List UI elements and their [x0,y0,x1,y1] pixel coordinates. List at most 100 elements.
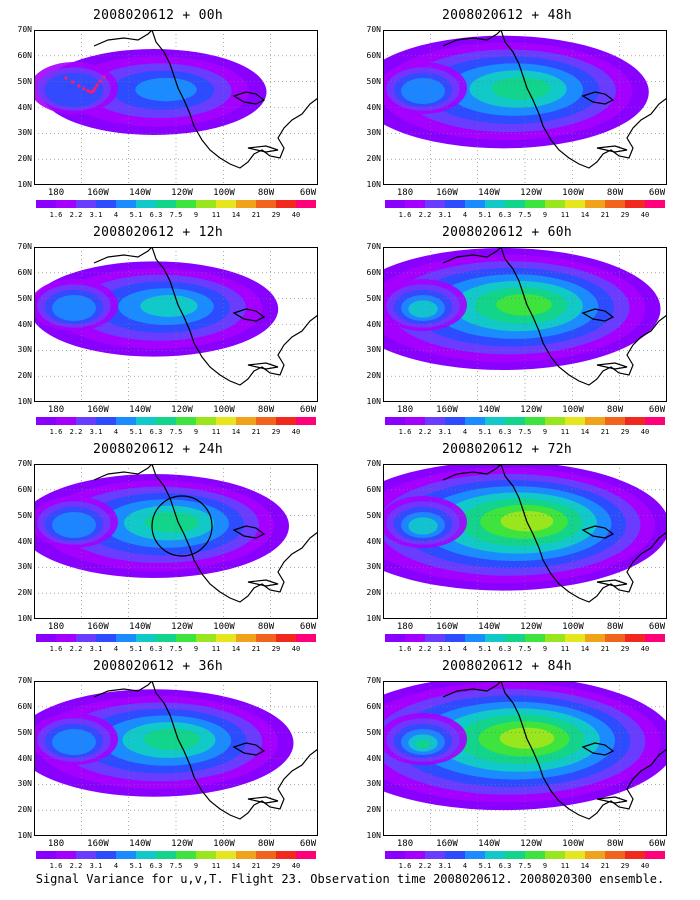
coastline [442,464,502,481]
colorbar-label: 40 [640,428,650,436]
longitude-label: 60W [648,622,666,632]
colorbar-label: 9 [193,211,199,219]
map-panel: 2008020612 + 24h 70N 60N 50N 40N 30N 20N 10N 180… [8,442,318,658]
latitude-label: 70N [366,25,381,34]
colorbar-label: 1.6 [398,211,412,219]
coastline [500,464,667,603]
longitude-label: 140W [129,188,151,198]
latitude-label: 40N [17,536,32,546]
colorbar-swatch [96,200,116,208]
colorbar-swatch [545,851,565,859]
longitude-label: 120W [171,839,193,849]
longitude-label: 120W [520,405,542,415]
colorbar-swatch [236,200,256,208]
latitude-label: 70N [366,242,381,251]
panel-title: 2008020612 + 72h [441,442,573,457]
colorbar-label: 5.1 [478,862,492,870]
latitude-label: 30N [366,128,381,138]
colorbar-label: 1.6 [398,428,412,436]
colorbar-swatch [156,417,176,425]
colorbar-label: 6.3 [149,645,163,653]
colorbar-label: 9 [193,428,199,436]
colorbar-label: 21 [251,645,261,653]
latitude-label: 70N [366,676,381,685]
variance-contour [496,294,552,316]
colorbar-swatch [256,634,276,642]
flight-track-dot [77,84,81,88]
colorbar-label: 3.1 [89,428,103,436]
colorbar-swatch [196,851,216,859]
colorbar-swatch [605,634,625,642]
colorbar-swatch [36,200,56,208]
colorbar-label: 5.1 [478,645,492,653]
variance-contour [491,77,551,100]
longitude-label: 80W [606,622,624,632]
flight-track-dot [64,76,68,80]
latitude-label: 20N [17,805,32,815]
latitude-label: 60N [366,701,381,711]
variance-map [383,247,667,402]
coastline [93,464,153,481]
colorbar-swatch [645,417,665,425]
colorbar [385,417,665,425]
target-region-circle [151,495,213,557]
longitude-label: 120W [520,188,542,198]
colorbar-swatch [56,851,76,859]
colorbar-label: 21 [251,862,261,870]
variance-contour [52,729,96,755]
coastline [581,742,615,756]
colorbar-swatch [216,200,236,208]
longitude-label: 80W [257,405,275,415]
latitude-label: 60N [17,267,32,277]
colorbar-label: 11 [560,428,570,436]
colorbar-label: 4 [462,645,468,653]
colorbar-label: 2.2 [69,428,83,436]
longitude-label: 80W [257,622,275,632]
colorbar-label: 14 [580,645,590,653]
colorbar-swatch [76,851,96,859]
colorbar-label: 11 [211,211,221,219]
colorbar-swatch [625,851,645,859]
colorbar-label: 11 [560,211,570,219]
map-panel: 2008020612 + 72h 70N 60N 50N 40N 30N 20N 10N 180… [357,442,667,658]
colorbar-label: 14 [580,211,590,219]
longitude-label: 180 [47,188,65,198]
latitude-label: 60N [366,267,381,277]
longitude-label: 180 [396,839,414,849]
flight-track-dot [82,87,86,91]
colorbar-label: 2.2 [418,211,432,219]
colorbar-swatch [625,634,645,642]
colorbar-label: 6.3 [498,428,512,436]
colorbar-swatch [156,851,176,859]
flight-track-dot [98,79,102,83]
flight-track-dot [95,83,99,87]
colorbar-swatch [385,417,405,425]
colorbar-label: 14 [231,645,241,653]
latitude-label: 50N [366,727,381,737]
panel-title: 2008020612 + 00h [92,8,224,23]
colorbar-swatch [565,634,585,642]
panel-title: 2008020612 + 24h [92,442,224,457]
colorbar-swatch [116,851,136,859]
colorbar-swatch [525,851,545,859]
colorbar-swatch [176,417,196,425]
panel-title: 2008020612 + 84h [441,659,573,674]
colorbar-swatch [136,634,156,642]
coastline [596,362,628,370]
colorbar-label: 40 [640,862,650,870]
longitude-label: 80W [257,839,275,849]
colorbar-label: 9 [542,862,548,870]
longitude-label: 100W [562,405,584,415]
longitude-label: 140W [129,405,151,415]
colorbar-label: 7.5 [169,211,183,219]
colorbar-label: 3.1 [89,645,103,653]
colorbar-swatch [605,200,625,208]
colorbar-swatch [565,200,585,208]
longitude-label: 100W [213,188,235,198]
colorbar-swatch [96,634,116,642]
colorbar [385,634,665,642]
colorbar-swatch [256,417,276,425]
colorbar-label: 3.1 [438,645,452,653]
variance-contour [145,512,199,533]
flight-track-dot [71,80,75,84]
